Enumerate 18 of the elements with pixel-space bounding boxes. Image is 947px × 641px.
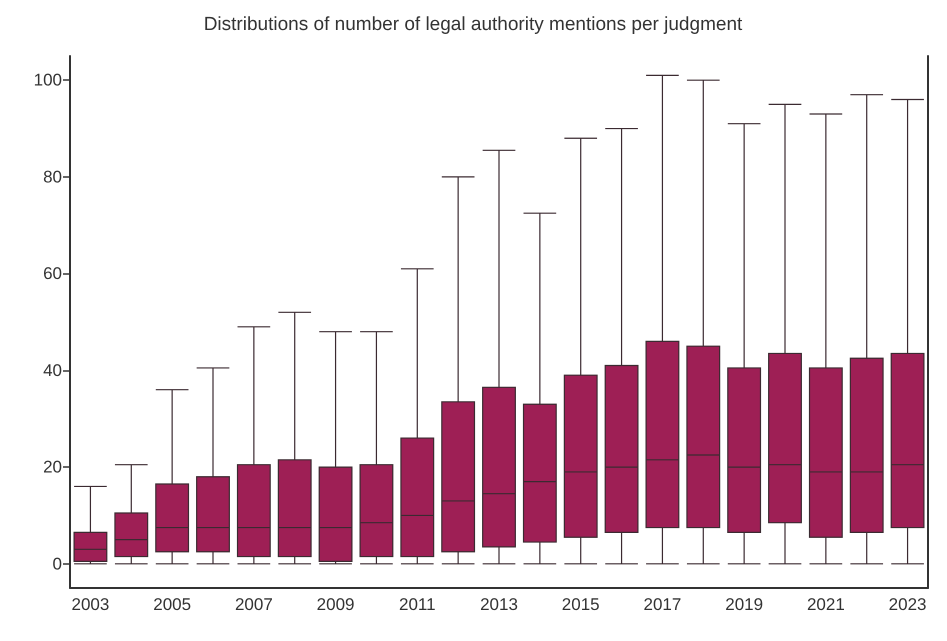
x-tick-label: 2023	[888, 595, 926, 614]
y-tick-label: 100	[34, 70, 62, 90]
x-tick-label: 2009	[316, 595, 354, 614]
x-tick-label: 2013	[480, 595, 518, 614]
x-tick-label: 2007	[234, 595, 273, 614]
x-tick-label: 2021	[806, 595, 845, 614]
y-tick-label: 40	[43, 360, 62, 380]
x-tick-label: 2005	[153, 595, 192, 614]
chart-title: Distributions of number of legal authority mentions per judgment	[204, 14, 744, 35]
x-tick-label: 2019	[725, 595, 764, 614]
x-tick-label: 2017	[644, 595, 682, 614]
y-tick-label: 60	[43, 264, 62, 284]
y-tick-label: 80	[43, 167, 62, 186]
y-tick-label: 0	[52, 554, 62, 574]
x-tick-label: 2003	[72, 595, 110, 614]
x-tick-label: 2015	[562, 595, 600, 614]
y-tick-label: 20	[43, 458, 62, 477]
x-tick-label: 2011	[399, 595, 436, 614]
